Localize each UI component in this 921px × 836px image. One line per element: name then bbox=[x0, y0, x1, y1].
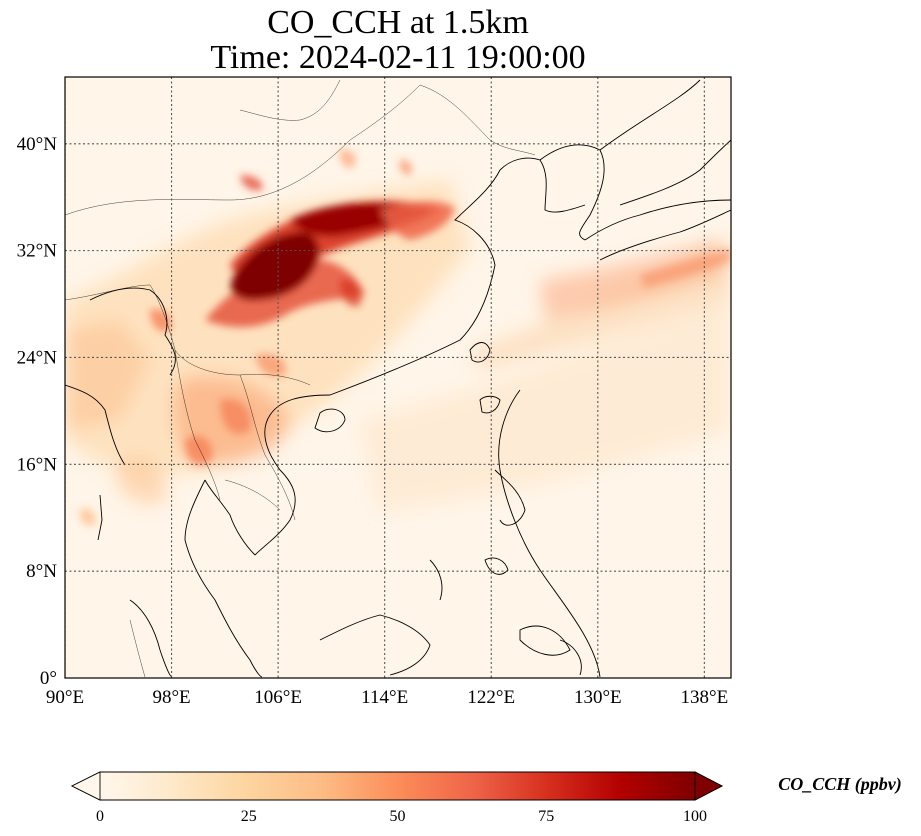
concentration-field-diffuse bbox=[65, 180, 731, 510]
map-title-line2: Time: 2024-02-11 19:00:00 bbox=[210, 39, 586, 76]
borders bbox=[65, 79, 536, 678]
colorbar-tick-label: 50 bbox=[390, 808, 406, 825]
colorbar-tick-label: 100 bbox=[683, 808, 707, 825]
x-tick-label: 122°E bbox=[467, 687, 515, 708]
y-axis: 0° 8°N 16°N 24°N 32°N 40°N bbox=[17, 134, 58, 689]
x-tick-label: 106°E bbox=[254, 687, 302, 708]
map-frame bbox=[64, 76, 732, 679]
y-tick-label: 8°N bbox=[26, 561, 57, 582]
colorbar-bar bbox=[70, 771, 723, 801]
y-tick-label: 0° bbox=[40, 668, 57, 689]
colorbar-extend-min bbox=[70, 771, 101, 801]
y-tick-label: 16°N bbox=[17, 454, 58, 475]
x-tick-label: 138°E bbox=[681, 687, 729, 708]
y-tick-label: 40°N bbox=[17, 134, 58, 155]
concentration-field-plume bbox=[79, 149, 731, 526]
colorbar-tick-label: 25 bbox=[241, 808, 257, 825]
colorbar: 0 25 50 75 100 CO_CCH (ppbv) bbox=[70, 771, 902, 825]
colorbar-extend-max bbox=[694, 771, 723, 801]
gridlines bbox=[65, 77, 731, 678]
colorbar-tick-label: 75 bbox=[538, 808, 554, 825]
x-axis: 90°E 98°E 106°E 114°E 122°E 130°E 138°E bbox=[46, 687, 728, 708]
x-tick-label: 130°E bbox=[574, 687, 622, 708]
colorbar-tick-label: 0 bbox=[96, 808, 104, 825]
x-tick-label: 98°E bbox=[152, 687, 190, 708]
x-tick-label: 114°E bbox=[361, 687, 408, 708]
y-tick-label: 32°N bbox=[17, 241, 58, 262]
y-tick-label: 24°N bbox=[17, 347, 58, 368]
colorbar-ticks: 0 25 50 75 100 bbox=[96, 808, 707, 825]
map-panel: 90°E 98°E 106°E 114°E 122°E 130°E 138°E 0° 8°N 1… bbox=[17, 76, 732, 708]
x-tick-label: 90°E bbox=[46, 687, 84, 708]
colorbar-label: CO_CCH (ppbv) bbox=[778, 774, 902, 795]
map-title-line1: CO_CCH at 1.5km bbox=[267, 4, 529, 41]
coastlines bbox=[65, 79, 731, 678]
